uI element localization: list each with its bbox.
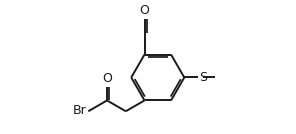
Text: Br: Br: [73, 104, 86, 117]
Text: S: S: [199, 71, 207, 84]
Text: O: O: [140, 4, 149, 17]
Text: O: O: [102, 72, 112, 85]
